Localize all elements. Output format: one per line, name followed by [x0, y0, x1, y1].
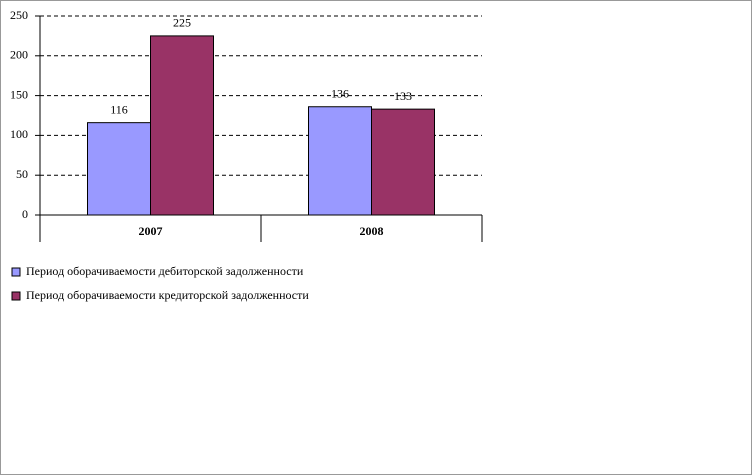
y-tick-label: 100	[10, 127, 28, 141]
y-tick-label: 200	[10, 48, 28, 62]
bar	[87, 122, 151, 216]
value-label: 116	[110, 102, 128, 116]
value-label: 136	[331, 86, 349, 100]
legend-swatch	[11, 291, 21, 301]
y-tick-label: 0	[22, 207, 28, 221]
legend-label: Период оборачиваемости дебиторской задол…	[26, 264, 304, 278]
legend-label: Период оборачиваемости кредиторской задо…	[26, 288, 309, 302]
legend-swatch	[11, 267, 21, 277]
bar	[150, 35, 214, 216]
y-tick-label: 250	[10, 8, 28, 22]
value-label: 133	[394, 89, 412, 103]
y-tick-label: 150	[10, 87, 28, 101]
value-label: 225	[173, 16, 191, 30]
x-tick-label: 2007	[139, 224, 163, 238]
bar	[371, 108, 435, 216]
bar	[308, 106, 372, 216]
y-tick-label: 50	[16, 167, 28, 181]
x-tick-label: 2008	[360, 224, 384, 238]
